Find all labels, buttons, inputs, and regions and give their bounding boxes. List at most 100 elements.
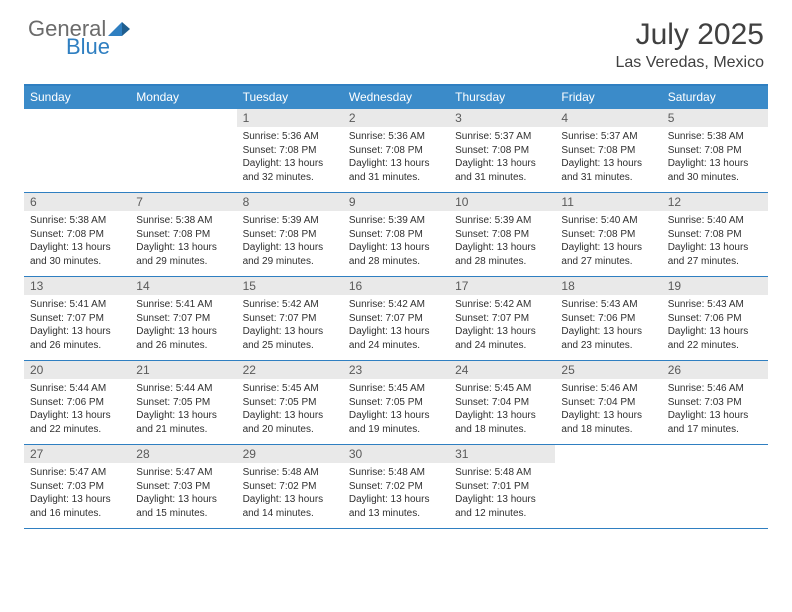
sunrise-text: Sunrise: 5:42 AM <box>349 298 443 312</box>
weekday-header: Thursday <box>449 86 555 109</box>
daylight-text: Daylight: 13 hours and 27 minutes. <box>561 241 655 268</box>
sunrise-text: Sunrise: 5:38 AM <box>136 214 230 228</box>
day-cell: 1Sunrise: 5:36 AMSunset: 7:08 PMDaylight… <box>237 109 343 192</box>
weekday-header: Tuesday <box>237 86 343 109</box>
day-body: Sunrise: 5:38 AMSunset: 7:08 PMDaylight:… <box>662 127 768 192</box>
sunrise-text: Sunrise: 5:39 AM <box>243 214 337 228</box>
week-row: 13Sunrise: 5:41 AMSunset: 7:07 PMDayligh… <box>24 277 768 361</box>
day-cell: 17Sunrise: 5:42 AMSunset: 7:07 PMDayligh… <box>449 277 555 360</box>
sunrise-text: Sunrise: 5:38 AM <box>668 130 762 144</box>
day-body: Sunrise: 5:39 AMSunset: 7:08 PMDaylight:… <box>343 211 449 276</box>
day-cell: 20Sunrise: 5:44 AMSunset: 7:06 PMDayligh… <box>24 361 130 444</box>
sunset-text: Sunset: 7:06 PM <box>561 312 655 326</box>
daylight-text: Daylight: 13 hours and 31 minutes. <box>561 157 655 184</box>
sunrise-text: Sunrise: 5:37 AM <box>561 130 655 144</box>
sunrise-text: Sunrise: 5:36 AM <box>349 130 443 144</box>
sunset-text: Sunset: 7:02 PM <box>349 480 443 494</box>
day-number: 7 <box>130 193 236 211</box>
sunset-text: Sunset: 7:08 PM <box>243 144 337 158</box>
sunset-text: Sunset: 7:06 PM <box>30 396 124 410</box>
day-body: Sunrise: 5:43 AMSunset: 7:06 PMDaylight:… <box>555 295 661 360</box>
day-cell: 25Sunrise: 5:46 AMSunset: 7:04 PMDayligh… <box>555 361 661 444</box>
sunset-text: Sunset: 7:01 PM <box>455 480 549 494</box>
day-number: 10 <box>449 193 555 211</box>
day-body: Sunrise: 5:42 AMSunset: 7:07 PMDaylight:… <box>449 295 555 360</box>
sunrise-text: Sunrise: 5:41 AM <box>30 298 124 312</box>
daylight-text: Daylight: 13 hours and 29 minutes. <box>243 241 337 268</box>
daylight-text: Daylight: 13 hours and 28 minutes. <box>455 241 549 268</box>
day-cell: . <box>24 109 130 192</box>
day-cell: 21Sunrise: 5:44 AMSunset: 7:05 PMDayligh… <box>130 361 236 444</box>
day-number: 12 <box>662 193 768 211</box>
sunset-text: Sunset: 7:05 PM <box>349 396 443 410</box>
weekday-header: Wednesday <box>343 86 449 109</box>
day-cell: 8Sunrise: 5:39 AMSunset: 7:08 PMDaylight… <box>237 193 343 276</box>
sunset-text: Sunset: 7:02 PM <box>243 480 337 494</box>
sunrise-text: Sunrise: 5:47 AM <box>30 466 124 480</box>
sunrise-text: Sunrise: 5:39 AM <box>455 214 549 228</box>
sunrise-text: Sunrise: 5:45 AM <box>455 382 549 396</box>
daylight-text: Daylight: 13 hours and 24 minutes. <box>455 325 549 352</box>
day-number: 19 <box>662 277 768 295</box>
sunrise-text: Sunrise: 5:43 AM <box>561 298 655 312</box>
sunset-text: Sunset: 7:08 PM <box>455 228 549 242</box>
day-body: Sunrise: 5:47 AMSunset: 7:03 PMDaylight:… <box>130 463 236 528</box>
day-cell: 9Sunrise: 5:39 AMSunset: 7:08 PMDaylight… <box>343 193 449 276</box>
day-body: Sunrise: 5:47 AMSunset: 7:03 PMDaylight:… <box>24 463 130 528</box>
weekday-header: Friday <box>555 86 661 109</box>
day-body: Sunrise: 5:40 AMSunset: 7:08 PMDaylight:… <box>555 211 661 276</box>
sunset-text: Sunset: 7:08 PM <box>668 228 762 242</box>
day-number: 22 <box>237 361 343 379</box>
daylight-text: Daylight: 13 hours and 16 minutes. <box>30 493 124 520</box>
daylight-text: Daylight: 13 hours and 29 minutes. <box>136 241 230 268</box>
sunset-text: Sunset: 7:05 PM <box>243 396 337 410</box>
day-body: Sunrise: 5:44 AMSunset: 7:06 PMDaylight:… <box>24 379 130 444</box>
day-number: 21 <box>130 361 236 379</box>
sunrise-text: Sunrise: 5:48 AM <box>349 466 443 480</box>
day-cell: . <box>130 109 236 192</box>
day-number: 3 <box>449 109 555 127</box>
daylight-text: Daylight: 13 hours and 24 minutes. <box>349 325 443 352</box>
weeks-container: ..1Sunrise: 5:36 AMSunset: 7:08 PMDaylig… <box>24 109 768 529</box>
day-cell: 22Sunrise: 5:45 AMSunset: 7:05 PMDayligh… <box>237 361 343 444</box>
day-body: Sunrise: 5:48 AMSunset: 7:01 PMDaylight:… <box>449 463 555 528</box>
day-body: Sunrise: 5:48 AMSunset: 7:02 PMDaylight:… <box>237 463 343 528</box>
sunrise-text: Sunrise: 5:45 AM <box>349 382 443 396</box>
sunset-text: Sunset: 7:07 PM <box>349 312 443 326</box>
week-row: ..1Sunrise: 5:36 AMSunset: 7:08 PMDaylig… <box>24 109 768 193</box>
day-cell: 5Sunrise: 5:38 AMSunset: 7:08 PMDaylight… <box>662 109 768 192</box>
location-label: Las Veredas, Mexico <box>615 54 764 72</box>
day-number: 11 <box>555 193 661 211</box>
weekday-header-row: SundayMondayTuesdayWednesdayThursdayFrid… <box>24 86 768 109</box>
daylight-text: Daylight: 13 hours and 27 minutes. <box>668 241 762 268</box>
daylight-text: Daylight: 13 hours and 21 minutes. <box>136 409 230 436</box>
sunrise-text: Sunrise: 5:41 AM <box>136 298 230 312</box>
week-row: 20Sunrise: 5:44 AMSunset: 7:06 PMDayligh… <box>24 361 768 445</box>
daylight-text: Daylight: 13 hours and 14 minutes. <box>243 493 337 520</box>
day-number: 24 <box>449 361 555 379</box>
daylight-text: Daylight: 13 hours and 23 minutes. <box>561 325 655 352</box>
sunset-text: Sunset: 7:07 PM <box>243 312 337 326</box>
sunset-text: Sunset: 7:04 PM <box>561 396 655 410</box>
day-cell: 19Sunrise: 5:43 AMSunset: 7:06 PMDayligh… <box>662 277 768 360</box>
daylight-text: Daylight: 13 hours and 22 minutes. <box>30 409 124 436</box>
day-cell: 28Sunrise: 5:47 AMSunset: 7:03 PMDayligh… <box>130 445 236 528</box>
day-body: Sunrise: 5:45 AMSunset: 7:05 PMDaylight:… <box>237 379 343 444</box>
sunset-text: Sunset: 7:07 PM <box>455 312 549 326</box>
daylight-text: Daylight: 13 hours and 31 minutes. <box>349 157 443 184</box>
sunset-text: Sunset: 7:05 PM <box>136 396 230 410</box>
sunrise-text: Sunrise: 5:48 AM <box>243 466 337 480</box>
daylight-text: Daylight: 13 hours and 30 minutes. <box>30 241 124 268</box>
day-body: Sunrise: 5:42 AMSunset: 7:07 PMDaylight:… <box>237 295 343 360</box>
day-number: 2 <box>343 109 449 127</box>
daylight-text: Daylight: 13 hours and 32 minutes. <box>243 157 337 184</box>
logo: GeneralBlue <box>28 18 130 58</box>
day-number: 31 <box>449 445 555 463</box>
day-number: 14 <box>130 277 236 295</box>
header: GeneralBlue July 2025 Las Veredas, Mexic… <box>0 0 792 80</box>
day-number: 27 <box>24 445 130 463</box>
sunset-text: Sunset: 7:08 PM <box>561 144 655 158</box>
sunrise-text: Sunrise: 5:42 AM <box>243 298 337 312</box>
daylight-text: Daylight: 13 hours and 26 minutes. <box>30 325 124 352</box>
sunset-text: Sunset: 7:07 PM <box>30 312 124 326</box>
